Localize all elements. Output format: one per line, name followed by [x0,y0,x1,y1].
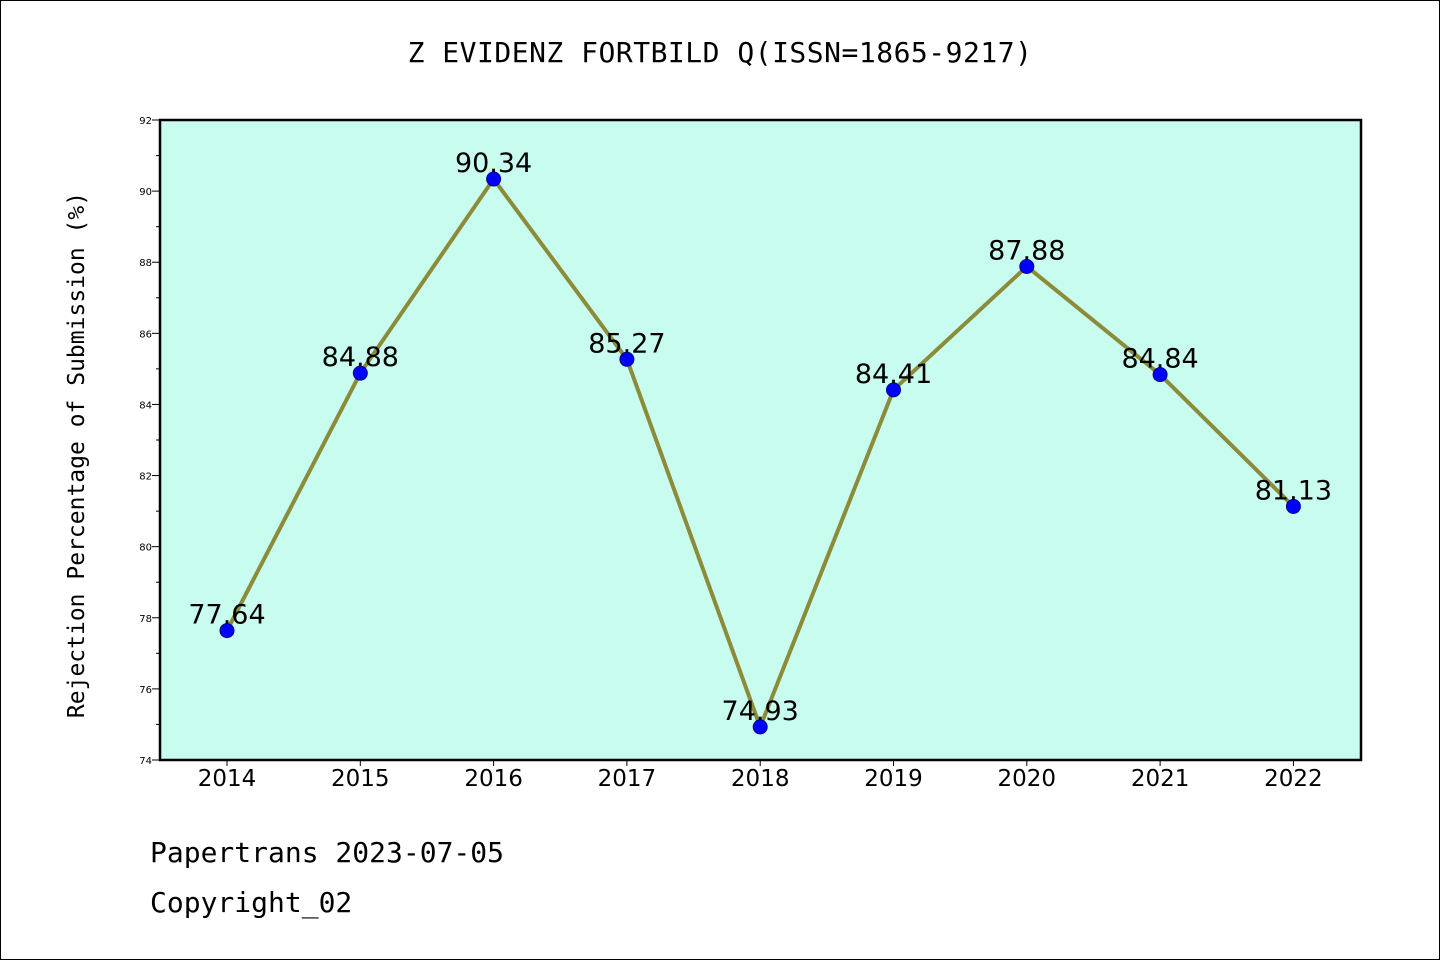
footer-copyright: Copyright_02 [150,886,353,919]
x-tick-label: 2019 [864,766,923,792]
y-tick-label: 92 [139,116,152,127]
x-tick-label: 2015 [331,766,390,792]
data-label: 77.64 [188,600,265,631]
y-tick-label: 82 [139,472,152,483]
data-label: 74.93 [722,696,799,727]
data-label: 84.84 [1121,344,1198,375]
data-labels: 77.64 84.88 90.34 85.27 74.93 84.41 87.88 84.84… [188,148,1332,727]
y-tick-label: 74 [139,756,152,767]
series-group [219,171,1301,735]
data-label: 87.88 [988,235,1065,266]
y-axis-ticks: 74 76 78 80 82 84 86 88 90 92 [139,116,160,767]
chart-title: Z EVIDENZ FORTBILD Q(ISSN=1865-9217) [407,36,1033,69]
x-tick-label: 2016 [464,766,523,792]
data-point [1019,258,1035,274]
data-label: 84.41 [855,359,932,390]
x-tick-label: 2018 [731,766,790,792]
x-tick-label: 2017 [598,766,657,792]
data-point [352,365,368,381]
y-tick-label: 84 [139,400,152,411]
plot-area [160,120,1361,760]
y-tick-label: 86 [139,329,152,340]
y-axis-label: Rejection Percentage of Submission (%) [64,192,90,718]
plot-border [158,118,1363,762]
y-tick-label: 90 [139,187,152,198]
x-tick-label: 2014 [198,766,257,792]
data-point [219,623,235,639]
data-label: 81.13 [1255,475,1332,506]
y-tick-label: 88 [139,258,152,269]
x-tick-label: 2022 [1264,766,1323,792]
footer-date: Papertrans 2023-07-05 [150,836,505,869]
x-tick-label: 2020 [998,766,1057,792]
x-axis-ticks: 2014 2015 2016 2017 2018 2019 2020 2021 2022 [198,760,1323,792]
data-point [1285,498,1301,514]
data-point [1152,367,1168,383]
y-tick-label: 80 [139,543,152,554]
data-label: 85.27 [588,328,665,359]
data-point [619,351,635,367]
y-tick-label: 78 [139,614,152,625]
data-point [486,171,502,187]
data-point [752,719,768,735]
y-tick-label: 76 [139,685,152,696]
data-label: 84.88 [322,342,399,373]
data-point [886,382,901,398]
data-label: 90.34 [455,148,532,179]
x-tick-label: 2021 [1131,766,1190,792]
